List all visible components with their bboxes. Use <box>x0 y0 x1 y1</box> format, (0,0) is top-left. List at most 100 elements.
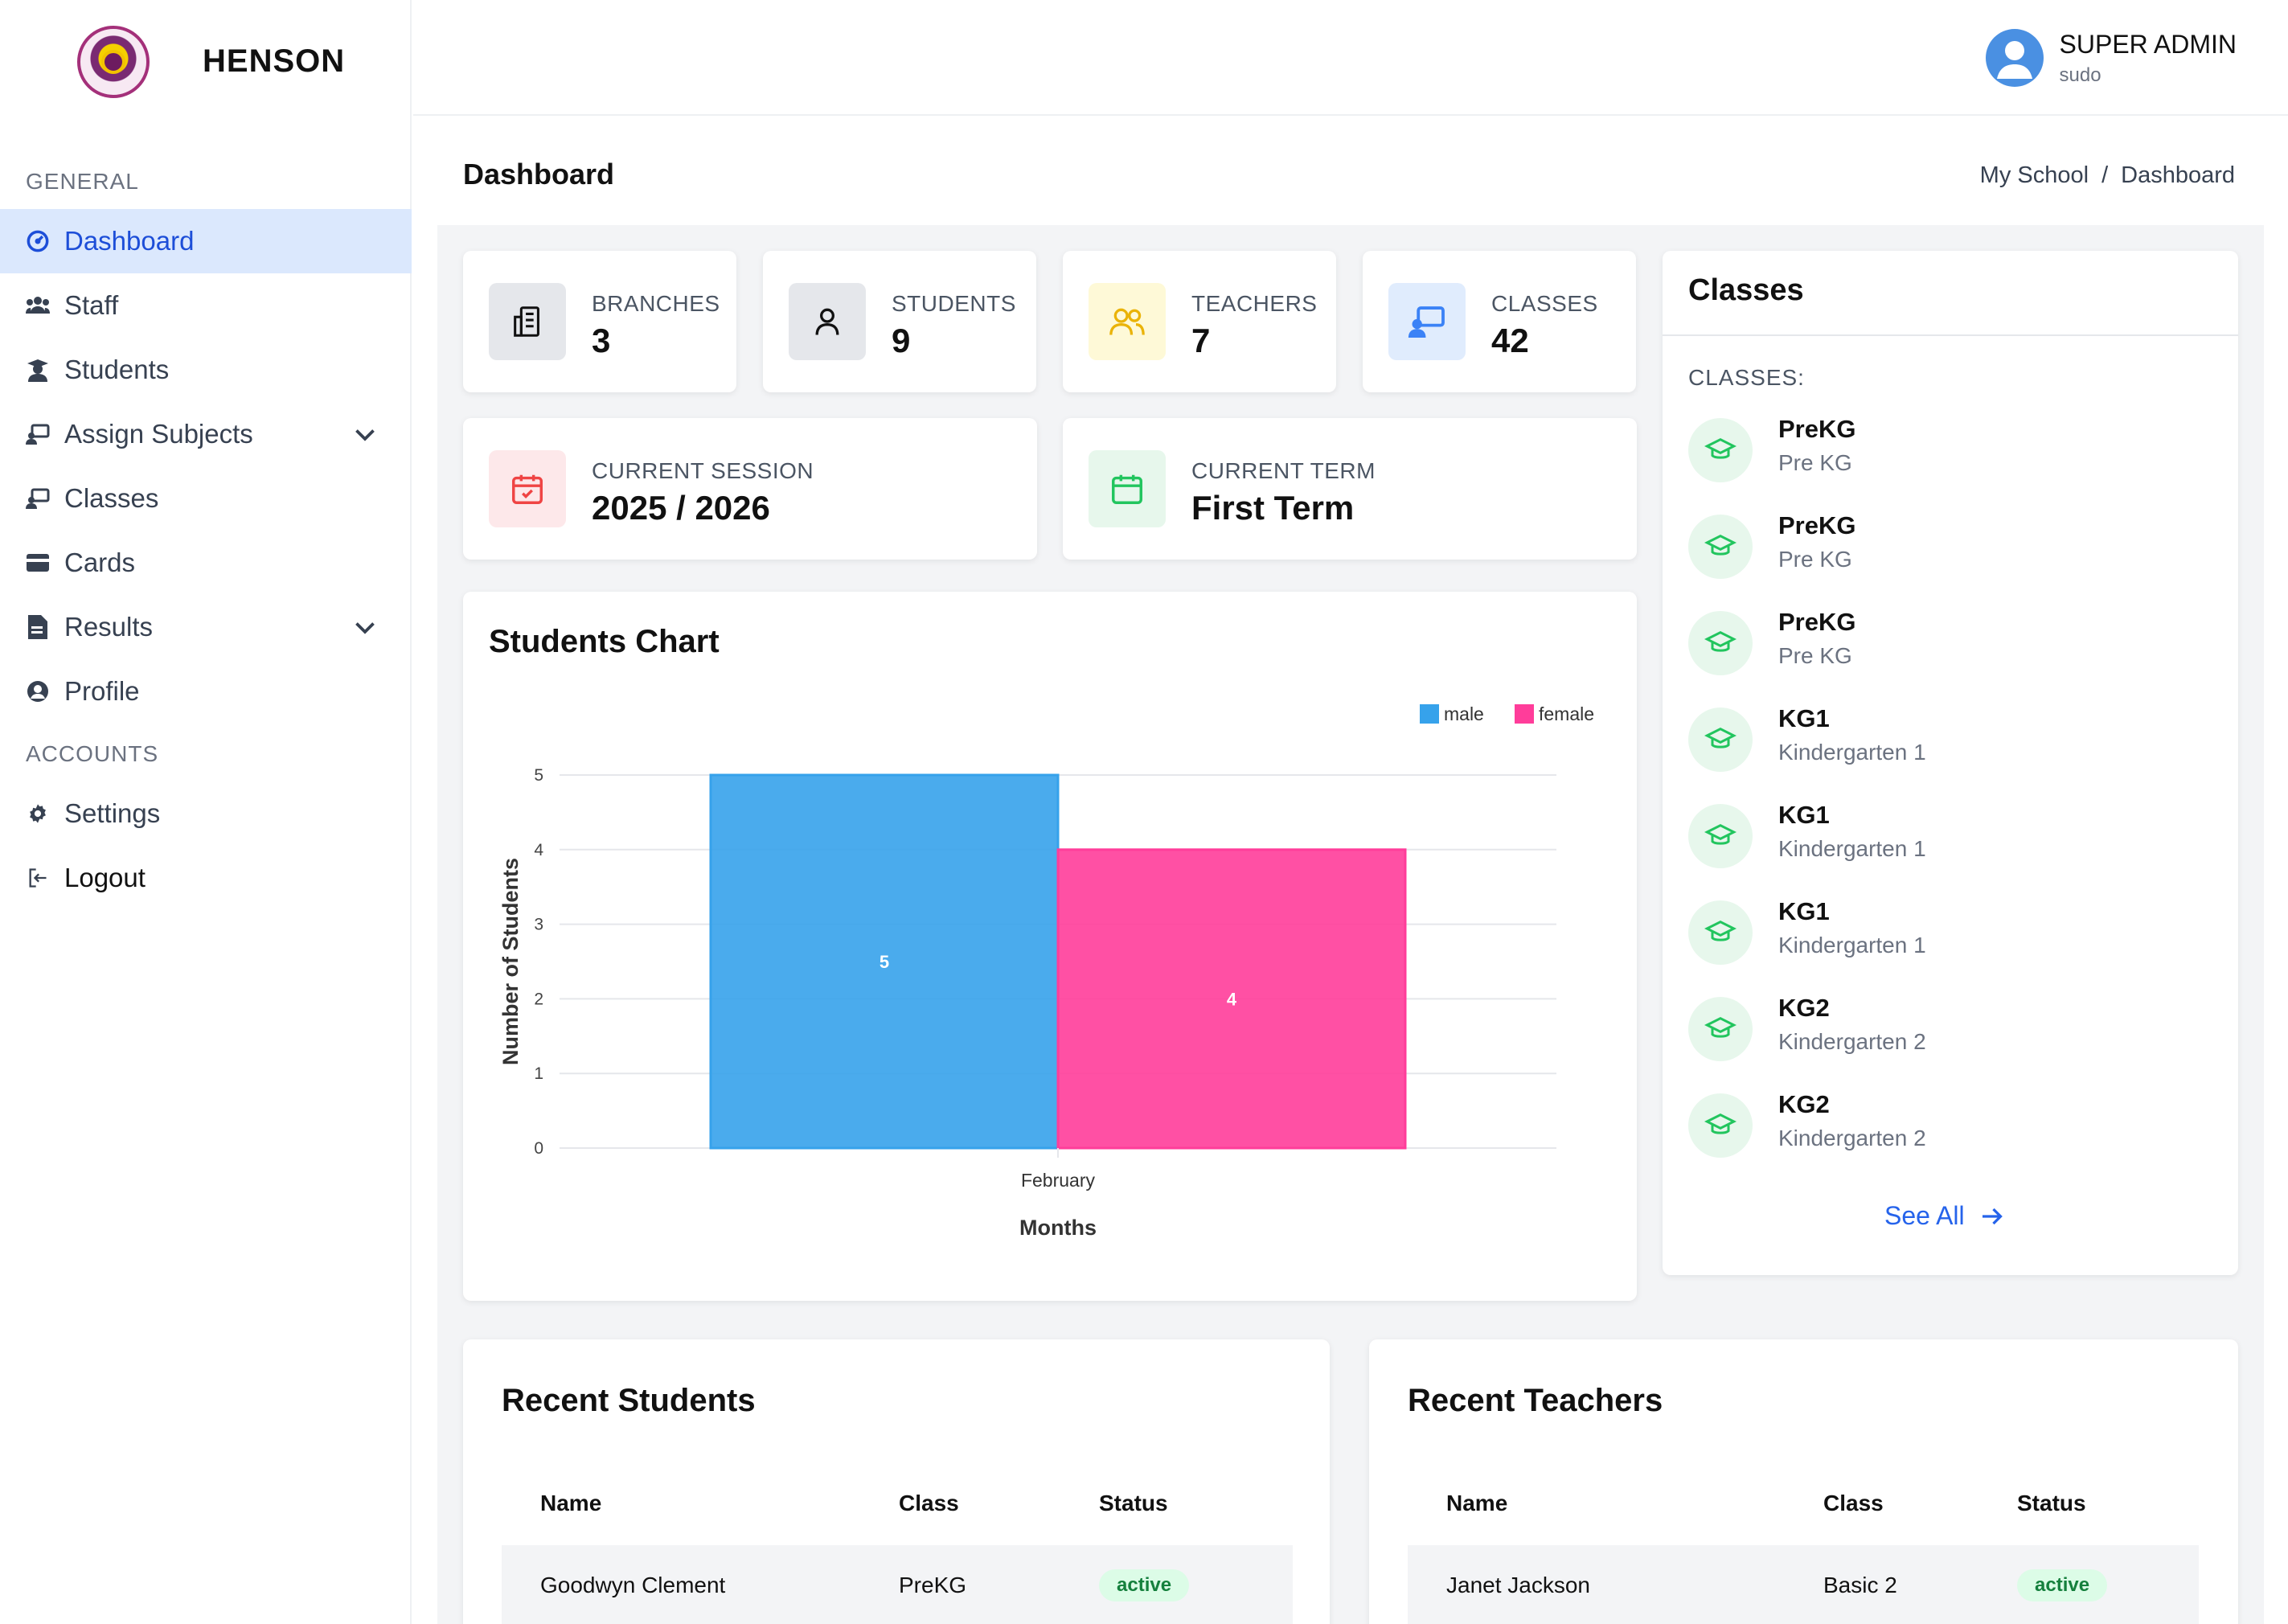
sidebar-item-dashboard[interactable]: Dashboard <box>0 209 412 273</box>
class-name: PreKG <box>1778 415 1856 443</box>
stat-card-teachers[interactable]: TEACHERS 7 <box>1063 251 1336 392</box>
list-item[interactable]: PreKG Pre KG <box>1688 506 2203 587</box>
sidebar-item-classes[interactable]: Classes <box>0 466 412 531</box>
user-name: SUPER ADMIN <box>2059 29 2237 59</box>
legend-swatch-female <box>1515 704 1534 724</box>
sidebar-item-profile[interactable]: Profile <box>0 659 412 724</box>
class-name: KG2 <box>1778 1090 1830 1118</box>
breadcrumb-my-school[interactable]: My School <box>1979 162 2089 188</box>
sidebar-item-results[interactable]: Results <box>0 595 412 659</box>
user-icon <box>789 283 866 360</box>
legend-label-male: male <box>1444 703 1484 724</box>
stat-card-term[interactable]: CURRENT TERM First Term <box>1063 418 1637 560</box>
arrow-right-icon <box>1982 1208 2003 1224</box>
graduation-cap-icon <box>1688 804 1753 868</box>
column-header-status[interactable]: Status <box>1099 1491 1168 1515</box>
students-chart-title: Students Chart <box>489 624 720 659</box>
classes-icon <box>26 486 50 511</box>
classes-panel: Classes CLASSES: PreKG Pre KG PreKG Pre … <box>1663 251 2238 1275</box>
data-label: 5 <box>880 952 889 972</box>
y-tick-label: 4 <box>534 841 543 859</box>
sidebar-item-cards[interactable]: Cards <box>0 531 412 595</box>
classes-subtitle: CLASSES: <box>1688 365 1805 390</box>
breadcrumb: My School / Dashboard <box>1980 162 2235 189</box>
class-description: Kindergarten 1 <box>1778 740 1926 765</box>
list-item[interactable]: KG1 Kindergarten 1 <box>1688 699 2203 780</box>
student-name: Goodwyn Clement <box>540 1573 726 1597</box>
list-item[interactable]: KG1 Kindergarten 1 <box>1688 892 2203 973</box>
class-name: KG1 <box>1778 801 1830 829</box>
list-item[interactable]: PreKG Pre KG <box>1688 410 2203 490</box>
sidebar-item-label: Classes <box>64 483 159 513</box>
column-header-status[interactable]: Status <box>2017 1491 2086 1515</box>
sidebar-item-assign-subjects[interactable]: Assign Subjects <box>0 402 412 466</box>
sidebar: HENSON GENERAL Dashboard Staff Students … <box>0 0 412 1624</box>
graduation-cap-icon <box>1688 900 1753 965</box>
sidebar-item-settings[interactable]: Settings <box>0 781 412 846</box>
stat-card-branches[interactable]: BRANCHES 3 <box>463 251 736 392</box>
sidebar-item-label: Profile <box>64 676 140 706</box>
users-icon <box>1089 283 1166 360</box>
student-class: PreKG <box>899 1573 967 1597</box>
gear-icon <box>26 802 50 826</box>
sidebar-item-label: Dashboard <box>64 226 195 256</box>
class-description: Kindergarten 2 <box>1778 1029 1926 1054</box>
stat-card-students[interactable]: STUDENTS 9 <box>763 251 1036 392</box>
sidebar-item-logout[interactable]: Logout <box>0 846 412 910</box>
students-chart-card: Students Chart 0 1 2 3 4 5 5 4 February Months Num… <box>463 592 1637 1301</box>
sidebar-item-label: Staff <box>64 290 119 320</box>
table-row[interactable]: Goodwyn Clement PreKG active <box>502 1545 1293 1624</box>
column-header-name[interactable]: Name <box>1446 1491 1508 1515</box>
graduation-cap-icon <box>1688 515 1753 579</box>
user-menu[interactable]: SUPER ADMIN sudo <box>1985 29 2237 87</box>
brand[interactable]: HENSON <box>77 26 344 98</box>
stat-label: BRANCHES <box>592 291 720 316</box>
legend-label-female: female <box>1539 703 1594 724</box>
recent-students-title: Recent Students <box>502 1383 756 1418</box>
sidebar-item-label: Students <box>64 355 170 384</box>
status-badge: active <box>2017 1569 2108 1601</box>
y-tick-label: 5 <box>534 766 543 785</box>
sidebar-item-staff[interactable]: Staff <box>0 273 412 338</box>
cards-icon <box>26 551 50 575</box>
y-tick-label: 2 <box>534 990 543 1008</box>
classroom-icon <box>1388 283 1466 360</box>
sidebar-item-label: Results <box>64 612 154 642</box>
column-header-name[interactable]: Name <box>540 1491 602 1515</box>
results-icon <box>26 615 50 639</box>
sidebar-item-label: Settings <box>64 798 161 828</box>
x-axis-label: Months <box>1019 1216 1097 1240</box>
class-name: PreKG <box>1778 511 1856 539</box>
page-header: Dashboard My School / Dashboard <box>413 116 2288 225</box>
class-description: Kindergarten 1 <box>1778 933 1926 958</box>
stat-card-session[interactable]: CURRENT SESSION 2025 / 2026 <box>463 418 1037 560</box>
list-item[interactable]: PreKG Pre KG <box>1688 603 2203 683</box>
class-description: Pre KG <box>1778 643 1852 668</box>
bar-male[interactable] <box>709 773 1060 1150</box>
table-row[interactable]: Janet Jackson Basic 2 active <box>1408 1545 2199 1624</box>
column-header-class[interactable]: Class <box>899 1491 959 1515</box>
status-badge: active <box>1099 1569 1190 1601</box>
see-all-link[interactable]: See All <box>1884 1201 2008 1231</box>
bar-female[interactable] <box>1056 848 1407 1150</box>
class-description: Pre KG <box>1778 450 1852 475</box>
chevron-down-icon[interactable] <box>351 613 379 642</box>
class-name: PreKG <box>1778 608 1856 636</box>
list-item[interactable]: KG1 Kindergarten 1 <box>1688 796 2203 876</box>
list-item[interactable]: KG2 Kindergarten 2 <box>1688 989 2203 1069</box>
students-icon <box>26 358 50 382</box>
stat-label: CURRENT TERM <box>1191 458 1376 483</box>
list-item[interactable]: KG2 Kindergarten 2 <box>1688 1085 2203 1166</box>
logout-icon <box>26 866 50 890</box>
sidebar-item-label: Logout <box>64 863 146 892</box>
stat-card-classes[interactable]: CLASSES 42 <box>1363 251 1636 392</box>
breadcrumb-dashboard: Dashboard <box>2121 162 2235 188</box>
stat-label: CURRENT SESSION <box>592 458 814 483</box>
chevron-down-icon[interactable] <box>351 420 379 449</box>
y-tick-label: 3 <box>534 916 543 934</box>
sidebar-item-students[interactable]: Students <box>0 338 412 402</box>
column-header-class[interactable]: Class <box>1823 1491 1884 1515</box>
brand-name: HENSON <box>203 43 346 79</box>
students-chart: 0 1 2 3 4 5 5 4 February Months Number of Students… <box>498 703 1594 1240</box>
stat-label: STUDENTS <box>892 291 1016 316</box>
